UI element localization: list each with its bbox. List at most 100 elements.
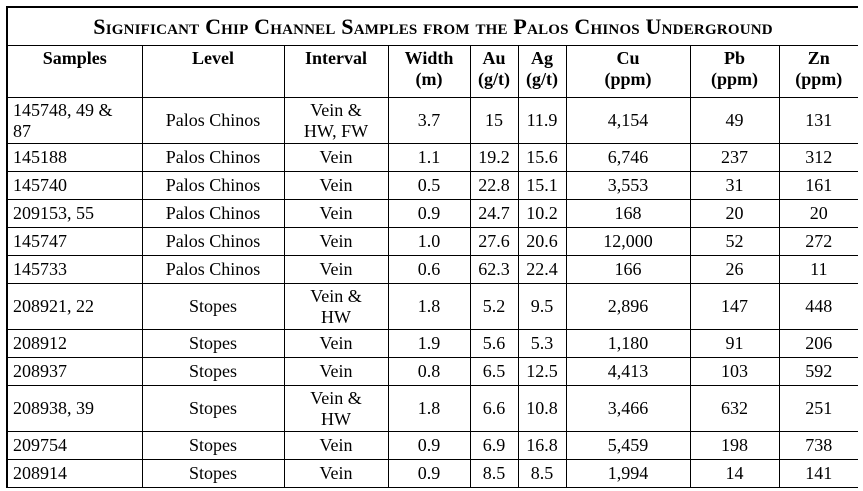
pb-cell: 632 (689, 385, 780, 432)
samples-cell: 145188 (6, 143, 143, 172)
interval-cell: Vein (283, 431, 389, 460)
level-cell: Stopes (141, 385, 285, 432)
zn-cell: 738 (778, 431, 858, 460)
interval-line: Vein (319, 175, 353, 195)
level-cell: Stopes (141, 431, 285, 460)
column-header-line: (ppm) (604, 69, 652, 89)
interval-line: Vein (319, 333, 353, 353)
width-cell: 1.9 (387, 329, 471, 358)
pb-cell: 52 (689, 227, 780, 256)
samples-cell: 208912 (6, 329, 143, 358)
width-cell: 1.8 (387, 385, 471, 432)
cu-cell: 1,180 (565, 329, 691, 358)
level-cell: Palos Chinos (141, 143, 285, 172)
samples-cell: 145733 (6, 255, 143, 284)
ag-cell: 15.1 (517, 171, 567, 200)
width-cell: 0.9 (387, 199, 471, 228)
pb-cell: 147 (689, 283, 780, 330)
pb-cell: 31 (689, 171, 780, 200)
table-row: 208914 Stopes Vein 0.9 8.5 8.5 1,994 14 141 (6, 459, 858, 488)
table-row: 145747 Palos Chinos Vein 1.0 27.6 20.6 12,000 5… (6, 227, 858, 256)
samples-line: 145747 (13, 231, 67, 251)
cu-cell: 4,154 (565, 97, 691, 144)
column-header-line: Au (482, 48, 506, 68)
zn-cell: 251 (778, 385, 858, 432)
width-cell: 0.8 (387, 357, 471, 386)
interval-line: Vein (319, 435, 353, 455)
table-container: Significant Chip Channel Samples from th… (6, 6, 858, 491)
interval-line: Vein & (310, 387, 362, 408)
level-cell: Palos Chinos (141, 199, 285, 228)
pb-cell: 103 (689, 357, 780, 386)
samples-cell: 209754 (6, 431, 143, 460)
samples-line: 145188 (13, 147, 67, 167)
ag-cell: 12.5 (517, 357, 567, 386)
interval-line: Vein (319, 361, 353, 381)
ag-cell: 16.8 (517, 431, 567, 460)
table-row: 145733 Palos Chinos Vein 0.6 62.3 22.4 166 26 11 (6, 255, 858, 284)
width-cell: 0.9 (387, 459, 471, 488)
width-cell: 3.7 (387, 97, 471, 144)
samples-line: 208938, 39 (13, 398, 94, 418)
pb-cell: 20 (689, 199, 780, 228)
table-row: 209153, 55 Palos Chinos Vein 0.9 24.7 10.2 168… (6, 199, 858, 228)
pb-cell: 237 (689, 143, 780, 172)
au-cell: 5.2 (469, 283, 519, 330)
au-cell: 15 (469, 97, 519, 144)
width-cell: 0.5 (387, 171, 471, 200)
zn-cell: 20 (778, 199, 858, 228)
samples-line: 87 (13, 120, 31, 141)
au-cell: 6.5 (469, 357, 519, 386)
samples-line: 208921, 22 (13, 296, 94, 316)
samples-line: 209754 (13, 435, 67, 455)
au-cell: 62.3 (469, 255, 519, 284)
ag-cell: 20.6 (517, 227, 567, 256)
cu-cell: 168 (565, 199, 691, 228)
ag-cell: 11.9 (517, 97, 567, 144)
column-header-line: (m) (415, 69, 443, 89)
ag-cell: 9.5 (517, 283, 567, 330)
interval-cell: Vein (283, 255, 389, 284)
zn-cell: 131 (778, 97, 858, 144)
column-header: Level (141, 45, 285, 98)
au-cell: 8.5 (469, 459, 519, 488)
interval-line: HW, FW (303, 120, 369, 141)
interval-cell: Vein (283, 143, 389, 172)
au-cell: 22.8 (469, 171, 519, 200)
column-header-line: Cu (616, 48, 640, 68)
interval-cell: Vein (283, 329, 389, 358)
table-row: 145748, 49 & 87 Palos Chinos Vein & HW, FW 3.… (6, 97, 858, 144)
column-header-line: Width (404, 48, 454, 68)
interval-line: HW (321, 408, 351, 429)
pb-cell: 91 (689, 329, 780, 358)
column-header-line: (g/t) (478, 69, 510, 89)
interval-cell: Vein (283, 357, 389, 386)
level-cell: Stopes (141, 329, 285, 358)
ag-cell: 10.8 (517, 385, 567, 432)
table-title: Significant Chip Channel Samples from th… (6, 6, 858, 46)
column-header-line: Level (192, 48, 234, 68)
level-cell: Palos Chinos (141, 97, 285, 144)
samples-line: 209153, 55 (13, 203, 94, 223)
interval-line: Vein (319, 147, 353, 167)
cu-cell: 3,466 (565, 385, 691, 432)
au-cell: 6.6 (469, 385, 519, 432)
zn-cell: 592 (778, 357, 858, 386)
ag-cell: 8.5 (517, 459, 567, 488)
column-header-line: Ag (531, 48, 553, 68)
cu-cell: 4,413 (565, 357, 691, 386)
column-header-line: (ppm) (710, 69, 758, 89)
cu-cell: 2,896 (565, 283, 691, 330)
interval-line: Vein (319, 203, 353, 223)
column-header-line: Zn (807, 48, 830, 68)
level-cell: Palos Chinos (141, 171, 285, 200)
interval-cell: Vein (283, 459, 389, 488)
cu-cell: 5,459 (565, 431, 691, 460)
samples-cell: 145740 (6, 171, 143, 200)
table-row: 145740 Palos Chinos Vein 0.5 22.8 15.1 3,553 31… (6, 171, 858, 200)
samples-line: 208912 (13, 333, 67, 353)
interval-line: Vein (319, 259, 353, 279)
zn-cell: 11 (778, 255, 858, 284)
au-cell: 5.6 (469, 329, 519, 358)
zn-cell: 272 (778, 227, 858, 256)
